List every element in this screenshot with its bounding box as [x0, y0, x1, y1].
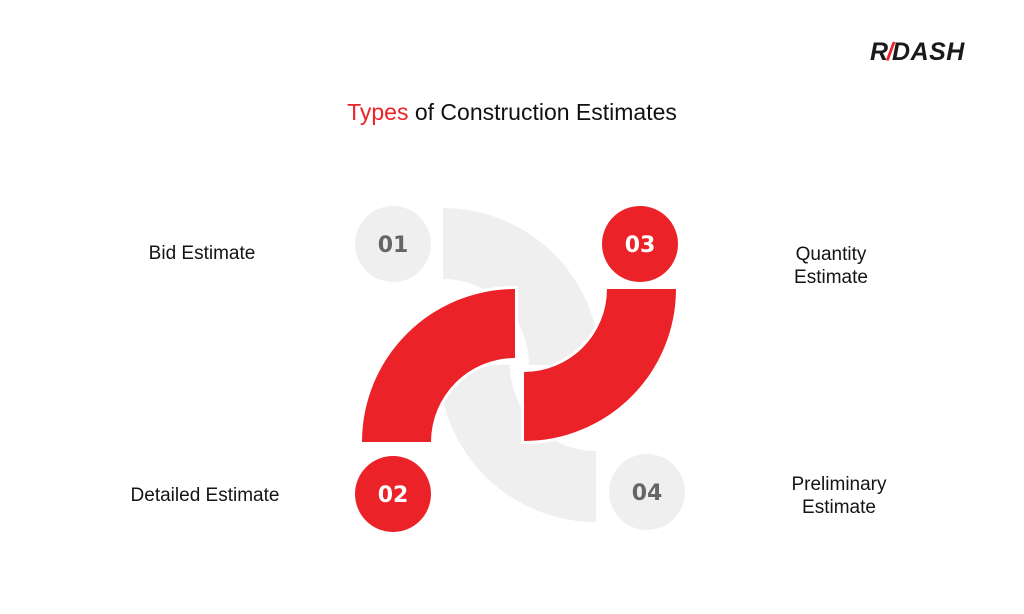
label-quantity-estimate: Quantity Estimate: [760, 243, 902, 289]
logo-text-right: DASH: [892, 38, 965, 66]
label-detailed-estimate: Detailed Estimate: [100, 484, 310, 507]
step-04-badge: 04: [609, 454, 685, 530]
gray-arc-bottom: [439, 365, 596, 522]
red-arc-left: [358, 285, 518, 445]
gray-arc-top: [443, 208, 600, 365]
label-bid-estimate: Bid Estimate: [118, 242, 286, 265]
red-arc-right: [521, 286, 680, 445]
title-accent: Types: [347, 99, 409, 125]
label-line-1: Preliminary: [791, 474, 887, 495]
step-02-badge: 02: [355, 456, 431, 532]
step-03-number: 03: [625, 233, 656, 258]
label-line: Detailed Estimate: [130, 485, 280, 506]
step-01-badge: 01: [355, 206, 431, 282]
label-preliminary-estimate: Preliminary Estimate: [768, 473, 910, 519]
title-rest: of Construction Estimates: [408, 99, 677, 125]
label-line-2: Estimate: [802, 497, 876, 518]
page-title: Types of Construction Estimates: [0, 99, 1024, 126]
label-line: Bid Estimate: [148, 243, 256, 264]
rdash-logo: R/DASH: [870, 38, 965, 67]
label-line-1: Quantity: [795, 244, 867, 265]
step-02-number: 02: [378, 483, 409, 508]
step-03-badge: 03: [602, 206, 678, 282]
label-line-2: Estimate: [794, 267, 868, 288]
step-01-number: 01: [378, 233, 409, 258]
step-04-number: 04: [632, 481, 663, 506]
logo-text-left: R: [870, 38, 889, 66]
